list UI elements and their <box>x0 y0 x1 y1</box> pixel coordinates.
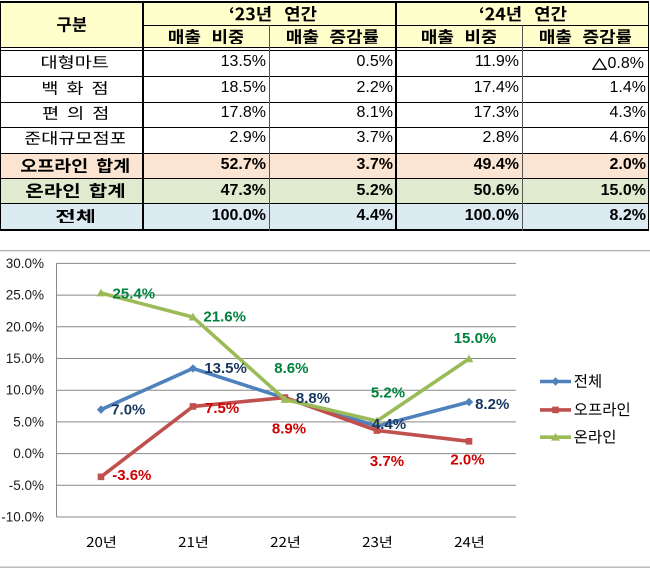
svg-text:13.5%: 13.5% <box>204 360 247 377</box>
svg-text:15.0%: 15.0% <box>454 330 497 347</box>
svg-text:7.0%: 7.0% <box>111 401 145 418</box>
svg-text:3.7%: 3.7% <box>370 453 404 470</box>
svg-text:8.9%: 8.9% <box>272 421 306 438</box>
svg-text:0.0%: 0.0% <box>13 446 44 461</box>
svg-text:8.8%: 8.8% <box>296 390 330 407</box>
svg-text:-5.0%: -5.0% <box>9 478 44 493</box>
svg-text:30.0%: 30.0% <box>6 256 44 271</box>
svg-text:7.5%: 7.5% <box>205 400 239 417</box>
svg-text:-10.0%: -10.0% <box>1 510 44 525</box>
svg-text:25.4%: 25.4% <box>113 286 156 303</box>
svg-text:21.6%: 21.6% <box>203 309 246 326</box>
svg-text:25.0%: 25.0% <box>6 288 44 303</box>
svg-text:-3.6%: -3.6% <box>112 467 151 484</box>
svg-text:8.6%: 8.6% <box>274 360 308 377</box>
svg-text:10.0%: 10.0% <box>6 383 44 398</box>
svg-text:15.0%: 15.0% <box>6 351 44 366</box>
svg-text:2.0%: 2.0% <box>450 452 484 469</box>
svg-text:5.2%: 5.2% <box>371 385 405 402</box>
svg-text:5.0%: 5.0% <box>13 414 44 429</box>
svg-text:8.2%: 8.2% <box>475 396 509 413</box>
svg-text:20.0%: 20.0% <box>6 319 44 334</box>
svg-text:4.4%: 4.4% <box>372 416 406 433</box>
